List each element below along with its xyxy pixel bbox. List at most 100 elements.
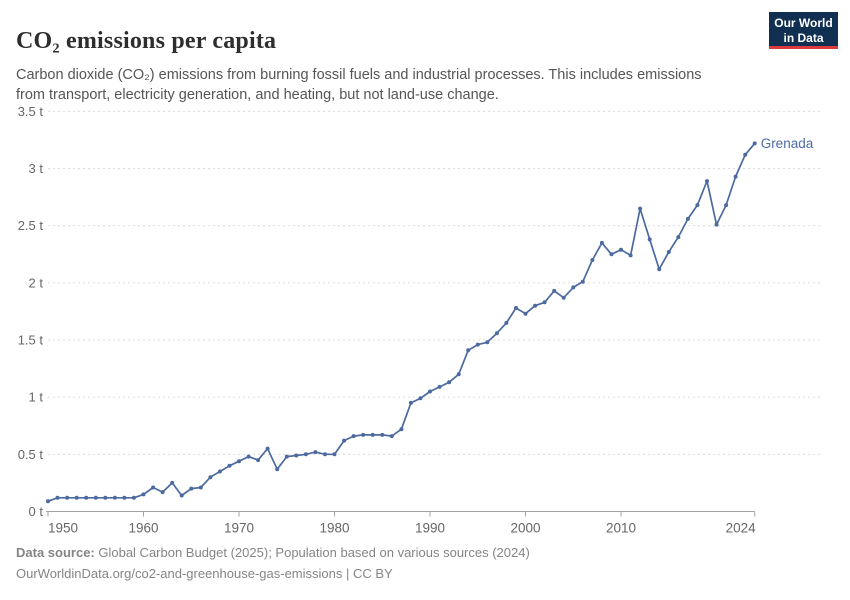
data-point-1988 [408, 400, 413, 405]
x-tick-label-1990: 1990 [415, 521, 445, 536]
data-point-2023 [743, 152, 748, 157]
data-point-1974 [275, 467, 280, 472]
data-point-2008 [599, 240, 604, 245]
data-point-2003 [552, 288, 557, 293]
data-point-1950 [46, 499, 50, 504]
data-point-1999 [514, 306, 518, 310]
data-point-1970 [237, 459, 241, 464]
y-tick-label-0t: 0 t [29, 504, 44, 519]
y-tick-label-3.5t: 3.5 t [18, 104, 44, 119]
y-tick-label-2t: 2 t [29, 275, 44, 290]
data-point-1954 [84, 495, 89, 500]
chart-subtitle: Carbon dioxide (CO₂) emissions from burn… [16, 66, 702, 103]
footer-license: CC BY [352, 566, 393, 581]
data-point-2007 [590, 258, 595, 262]
x-tick-label-1980: 1980 [319, 521, 349, 536]
data-point-1980 [332, 452, 337, 457]
data-point-2016 [676, 235, 681, 240]
x-tick-label-2010: 2010 [606, 521, 636, 536]
x-tick-label-2024: 2024 [726, 521, 757, 536]
data-point-2005 [571, 285, 576, 290]
y-tick-label-1.5t: 1.5 t [18, 333, 44, 348]
data-point-1952 [65, 495, 70, 500]
data-point-1986 [389, 434, 394, 439]
data-point-2000 [523, 311, 528, 316]
data-point-2012 [638, 206, 643, 211]
data-point-2011 [628, 253, 633, 258]
data-point-1976 [294, 453, 299, 458]
data-point-2014 [657, 267, 662, 272]
owid-logo-line2: in Data [783, 31, 824, 45]
data-point-2015 [666, 250, 671, 254]
data-point-1969 [227, 463, 232, 468]
x-tick-label-1960: 1960 [128, 521, 158, 536]
y-tick-label-3t: 3 t [29, 161, 44, 176]
data-point-1983 [361, 432, 366, 437]
data-point-1960 [141, 492, 146, 497]
data-point-1956 [103, 495, 108, 500]
data-point-1985 [380, 432, 385, 437]
data-point-1984 [370, 432, 375, 437]
footer-url[interactable]: OurWorldinData.org/co2-and-greenhouse-ga… [16, 566, 343, 581]
series-line-grenada [47, 142, 756, 503]
chart-title: CO₂ emissions per capita [16, 28, 277, 55]
data-point-2019 [705, 179, 709, 184]
data-source-label: Data source: [16, 545, 95, 560]
data-point-1972 [256, 458, 261, 463]
data-point-1973 [265, 446, 270, 451]
data-point-1979 [323, 452, 327, 457]
data-point-1994 [466, 348, 471, 353]
y-tick-label-1t: 1 t [29, 390, 44, 405]
y-tick-label-2.5t: 2.5 t [18, 218, 44, 233]
data-point-1981 [342, 438, 347, 443]
data-source-line: Data source: Global Carbon Budget (2025)… [16, 545, 530, 560]
data-point-2020 [714, 222, 719, 227]
data-point-2022 [733, 174, 738, 179]
data-point-1975 [284, 454, 289, 459]
data-point-1964 [179, 493, 184, 498]
data-point-1953 [74, 495, 79, 500]
data-point-2017 [685, 216, 690, 221]
data-point-1987 [399, 427, 404, 432]
data-point-2001 [533, 303, 538, 308]
data-point-1961 [151, 485, 156, 490]
data-point-1966 [198, 485, 203, 490]
data-point-1962 [160, 490, 165, 495]
data-point-2013 [647, 237, 652, 242]
data-point-1998 [504, 320, 509, 325]
data-point-1996 [485, 340, 490, 345]
data-point-2018 [695, 203, 700, 208]
data-point-1982 [351, 434, 356, 439]
data-point-2010 [619, 247, 623, 252]
owid-logo-red-strip [769, 46, 838, 49]
footer-url-line: OurWorldinData.org/co2-and-greenhouse-ga… [16, 566, 530, 581]
owid-logo-line1: Our World [774, 16, 833, 30]
data-point-1977 [303, 452, 308, 457]
data-point-1997 [494, 331, 499, 336]
y-tick-label-0.5t: 0.5 t [18, 447, 44, 462]
x-tick-label-1970: 1970 [224, 521, 254, 536]
data-point-2002 [542, 300, 547, 305]
data-point-2009 [609, 252, 614, 257]
data-point-1965 [189, 486, 194, 491]
data-source-text: Global Carbon Budget (2025); Population … [94, 545, 530, 560]
data-point-1989 [418, 396, 423, 401]
data-point-1992 [447, 380, 452, 385]
data-point-1967 [208, 475, 213, 480]
chart-footer: Data source: Global Carbon Budget (2025)… [16, 545, 530, 581]
data-point-1995 [475, 342, 480, 347]
data-point-2006 [580, 279, 585, 284]
x-tick-label-1950: 1950 [48, 521, 78, 536]
data-point-1951 [55, 495, 60, 500]
data-point-1957 [112, 495, 117, 500]
data-point-1990 [428, 389, 432, 394]
data-point-2021 [724, 203, 729, 208]
owid-logo[interactable]: Our World in Data [769, 12, 838, 49]
data-point-1968 [217, 469, 222, 474]
data-point-1963 [170, 480, 175, 485]
data-point-1959 [131, 495, 136, 500]
data-point-1991 [437, 384, 442, 389]
x-tick-label-2000: 2000 [510, 521, 540, 536]
